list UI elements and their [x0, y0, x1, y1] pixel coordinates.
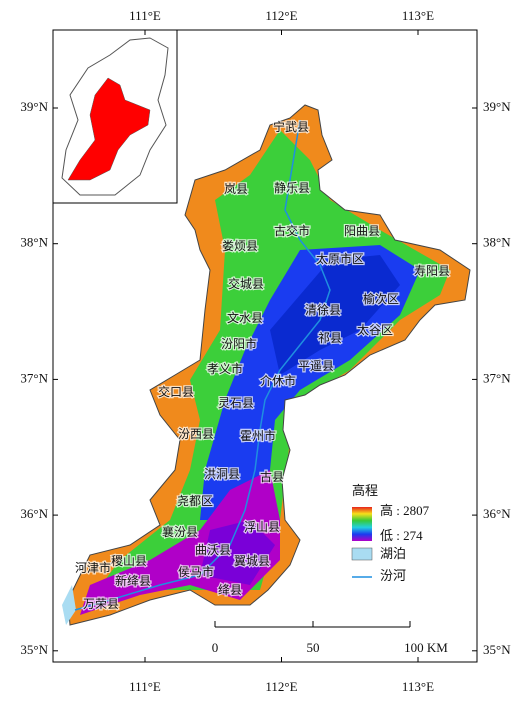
lat-label: 35°N [20, 642, 48, 657]
county-label: 襄汾县 [162, 524, 198, 539]
county-label: 榆次区 [363, 291, 399, 306]
lake-swatch [351, 547, 373, 561]
lat-label: 37°N [483, 370, 511, 385]
lat-label: 39°N [483, 99, 511, 114]
lat-label: 36°N [483, 506, 511, 521]
scale-label: 50 [307, 640, 320, 655]
county-label: 太原市区 [316, 251, 364, 266]
county-label: 阳曲县 [344, 224, 380, 238]
county-label: 交口县 [158, 384, 194, 399]
county-label: 翼城县 [234, 554, 270, 568]
lon-label: 111°E [129, 679, 161, 694]
county-label: 稷山县 [111, 554, 147, 568]
legend-title: 高程 [352, 483, 378, 498]
lon-label: 112°E [265, 8, 297, 23]
lon-label: 113°E [402, 8, 434, 23]
county-label: 灵石县 [218, 396, 254, 410]
county-label: 河津市 [75, 560, 111, 575]
county-label: 太谷区 [357, 322, 393, 337]
county-label: 汾阳市 [221, 336, 257, 351]
county-label: 万荣县 [83, 597, 119, 611]
county-label: 霍州市 [240, 428, 276, 443]
lat-label: 36°N [20, 506, 48, 521]
inset-map [52, 29, 178, 204]
county-label: 尧都区 [177, 494, 213, 508]
map-frame [52, 29, 478, 663]
county-label: 祁县 [318, 330, 342, 345]
county-label: 侯马市 [178, 564, 214, 579]
lon-label: 113°E [402, 679, 434, 694]
county-label: 静乐县 [274, 181, 310, 195]
county-label: 孝义市 [207, 361, 243, 376]
county-label: 清徐县 [305, 302, 341, 317]
county-label: 汾西县 [178, 427, 214, 441]
county-label: 宁武县 [273, 119, 309, 134]
county-label: 介休市 [260, 373, 296, 388]
lat-label: 35°N [483, 642, 511, 657]
legend-river: 汾河 [380, 568, 406, 583]
legend-high: 高 : 2807 [380, 503, 430, 518]
county-label: 曲沃县 [195, 543, 231, 557]
county-label: 浮山县 [244, 520, 280, 534]
lat-label: 38°N [483, 235, 511, 250]
county-label: 岚县 [224, 182, 248, 196]
county-label: 绛县 [218, 583, 242, 597]
basin-outline [67, 104, 471, 626]
legend: 高程 高 : 2807 低 : 274 湖泊 汾河 [351, 483, 430, 583]
county-label: 古交市 [274, 223, 310, 238]
lon-label: 111°E [129, 8, 161, 23]
county-label: 新绛县 [115, 573, 151, 588]
lake [62, 585, 76, 625]
county-label: 洪洞县 [204, 467, 240, 481]
scale-label: 0 [212, 640, 219, 655]
elevation-swatch [352, 507, 372, 541]
county-label: 古县 [260, 469, 284, 484]
lat-label: 38°N [20, 235, 48, 250]
county-labels: 宁武县 岚县 静乐县 古交市 阳曲县 娄烦县 太原市区 寿阳县 交城县 清徐县 … [74, 118, 452, 613]
county-label: 平遥县 [298, 359, 334, 373]
county-label: 文水县 [227, 310, 263, 325]
scale-label: 100 KM [404, 640, 448, 655]
lat-label: 37°N [20, 370, 48, 385]
legend-low: 低 : 274 [380, 528, 423, 543]
county-label: 寿阳县 [414, 264, 450, 278]
lat-label: 39°N [20, 99, 48, 114]
scale-bar: 0 50 100 KM [212, 621, 448, 655]
county-label: 娄烦县 [222, 238, 258, 253]
county-label: 交城县 [228, 276, 264, 291]
lon-label: 112°E [265, 679, 297, 694]
fen-river [74, 119, 331, 611]
legend-lake: 湖泊 [380, 546, 406, 561]
inset-basin [67, 77, 151, 181]
